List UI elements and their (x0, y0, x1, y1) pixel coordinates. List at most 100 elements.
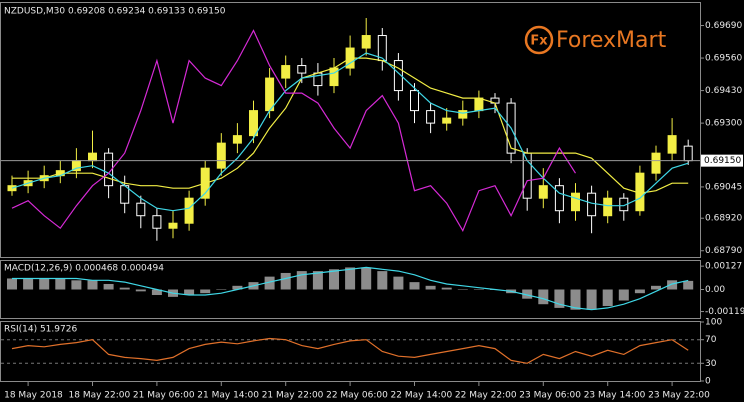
logo-icon: Fx (530, 34, 548, 49)
histogram-bar (87, 280, 98, 290)
candle-body (474, 97, 484, 112)
histogram-bar (538, 289, 549, 305)
y-tick-label: 0.69690 (705, 21, 742, 31)
indicator-line (11, 52, 689, 212)
candle-body (136, 202, 146, 217)
histogram-bar (667, 280, 678, 290)
y-tick-label: 0.68920 (705, 214, 742, 224)
histogram-bar (602, 289, 613, 307)
histogram-bar (634, 289, 645, 294)
candle-body (88, 152, 97, 162)
y-tick-label: 0.00127 (705, 262, 742, 272)
candle-body (361, 35, 371, 49)
candle-body (587, 192, 597, 217)
y-tick-label: 0.69560 (705, 54, 742, 64)
rsi-panel (0, 321, 701, 382)
candle-body (184, 197, 194, 224)
candle-body (571, 192, 580, 212)
candle-body (265, 77, 275, 112)
histogram-bar (200, 289, 211, 294)
histogram-bar (618, 289, 629, 301)
x-tick-label: 21 May 06:00 (133, 391, 195, 401)
histogram-bar (425, 285, 436, 290)
histogram-bar (377, 271, 388, 290)
panel-title: MACD(12,26,9) 0.000468 0.000494 (4, 264, 164, 274)
x-tick-label: 23 May 22:00 (648, 391, 710, 401)
histogram-bar (457, 289, 468, 290)
histogram-bar (554, 289, 565, 308)
histogram-bar (409, 282, 420, 290)
histogram-bar (184, 289, 195, 296)
y-tick-label: 0.69430 (705, 86, 742, 96)
x-tick-label: 23 May 06:00 (519, 391, 581, 401)
x-tick-label: 18 May 2018 (4, 391, 63, 401)
histogram-bar (345, 267, 356, 290)
indicator-line (11, 337, 689, 364)
indicator-line (12, 57, 689, 194)
candle-body (458, 110, 468, 119)
main-panel (0, 2, 701, 258)
histogram-bar (71, 280, 82, 290)
candle-body (216, 142, 226, 169)
x-tick-label: 22 May 06:00 (326, 391, 388, 401)
last-price-label: 0.69150 (704, 156, 741, 166)
candle-body (232, 135, 242, 144)
logo-ring (524, 25, 554, 55)
candle-body (297, 65, 307, 74)
y-tick-label: 0.69300 (705, 119, 742, 129)
histogram-bar (296, 271, 307, 290)
candle-body (603, 197, 613, 217)
candle-body (152, 215, 162, 229)
candle-body (538, 185, 548, 199)
y-tick-label: 70 (705, 335, 717, 345)
histogram-bar (232, 285, 243, 290)
histogram-bar (441, 287, 452, 290)
candle-body (281, 65, 291, 79)
histogram-bar (361, 267, 372, 290)
panel-title: RSI(14) 51.9726 (4, 325, 77, 335)
candle-body (168, 222, 178, 229)
last-price-box (701, 154, 743, 167)
histogram-bar (39, 278, 50, 290)
candle-body (667, 135, 677, 154)
y-tick-label: -0.001199 (705, 307, 744, 317)
histogram-bar (216, 289, 227, 290)
histogram-bar (393, 276, 404, 290)
logo: Fx ForexMart (524, 25, 667, 55)
histogram-bar (55, 278, 66, 290)
logo-text: ForexMart (556, 28, 667, 53)
candle-body (426, 110, 436, 124)
histogram-bar (473, 289, 484, 290)
histogram-bar (683, 280, 694, 290)
y-tick-label: 0.00 (705, 285, 725, 295)
histogram-bar (135, 289, 146, 292)
y-tick-label: 0.69045 (705, 182, 742, 192)
x-tick-label: 21 May 22:00 (262, 391, 324, 401)
x-tick-label: 22 May 14:00 (391, 391, 453, 401)
histogram-bar (586, 289, 597, 310)
histogram-bar (7, 278, 17, 290)
x-tick-label: 23 May 14:00 (584, 391, 646, 401)
histogram-bar (329, 269, 339, 290)
panel-title: NZDUSD,M30 0.69208 0.69234 0.69133 0.691… (4, 7, 226, 17)
histogram-bar (151, 289, 162, 296)
candle-body (554, 185, 564, 212)
histogram-bar (522, 289, 533, 299)
candle-body (651, 152, 661, 174)
histogram-bar (651, 285, 661, 290)
x-tick-label: 18 May 22:00 (69, 391, 131, 401)
candle-body (683, 145, 693, 162)
candle-body (249, 110, 258, 137)
histogram-bar (119, 287, 130, 290)
x-tick-label: 22 May 22:00 (455, 391, 517, 401)
candle-body (393, 60, 403, 92)
indicator-line (11, 29, 577, 233)
candle-body (442, 117, 452, 124)
y-tick-label: 0 (705, 377, 711, 387)
y-tick-label: 100 (705, 318, 722, 328)
y-tick-label: 30 (705, 359, 717, 369)
candle-body (104, 152, 114, 187)
x-tick-label: 21 May 14:00 (197, 391, 259, 401)
